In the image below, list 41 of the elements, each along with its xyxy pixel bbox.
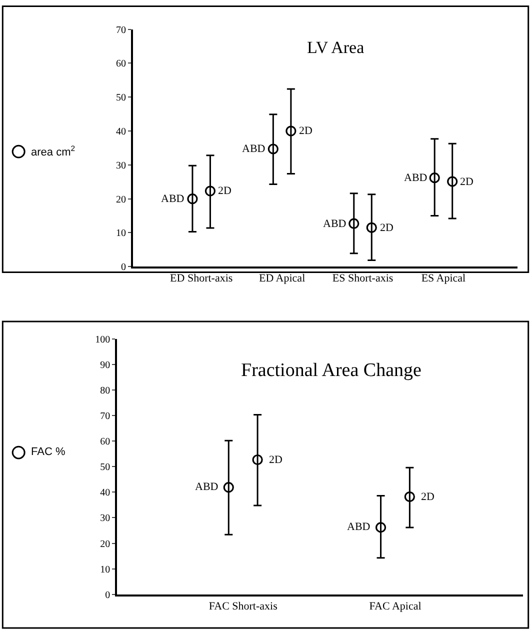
y-tick-label: 20 — [100, 538, 110, 550]
y-tick-label: 70 — [116, 24, 126, 36]
y-tick-label: 0 — [105, 590, 110, 601]
y-tick-label: 10 — [100, 564, 110, 576]
y-tick-label: 70 — [100, 411, 110, 422]
y-tick-label: 20 — [116, 194, 126, 206]
text: 2D — [299, 125, 312, 137]
text: ABD — [347, 521, 370, 533]
series-label: ABD — [404, 172, 428, 184]
y-tick-label: 60 — [100, 436, 110, 448]
x-tick-label: ED Short-axis — [170, 272, 233, 285]
y-tick-label: 50 — [116, 92, 126, 104]
y-tick-label: 90 — [100, 360, 110, 371]
y-axis-title: area cm$^{2}$ — [31, 144, 76, 159]
y-tick-label: 40 — [100, 488, 110, 499]
text: ABD — [242, 143, 266, 155]
series-label: ABD — [195, 481, 218, 493]
y-tick-label: 50 — [100, 462, 110, 474]
series-label: 2D — [460, 176, 474, 188]
x-tick-label: FAC Short-axis — [208, 600, 278, 612]
text: 2D — [380, 222, 394, 234]
x-tick-label: ES Short-axis — [332, 272, 394, 285]
text: LV Area — [307, 38, 365, 57]
text: 2D — [218, 185, 232, 197]
x-tick-label: FAC Apical — [369, 600, 422, 612]
text: ABD — [323, 218, 346, 230]
x-tick-label: ES Apical — [421, 272, 466, 285]
y-tick-label: 100 — [95, 334, 110, 346]
y-tick-label: 30 — [116, 160, 126, 172]
y-tick-label: 10 — [116, 228, 126, 240]
text: Fractional Area Change — [241, 360, 422, 381]
y-tick-label: 30 — [100, 513, 110, 524]
y-tick-label: 60 — [116, 58, 126, 70]
y-tick-label: 40 — [116, 126, 126, 138]
text: 2D — [269, 454, 282, 466]
y-axis-title: FAC % — [31, 446, 66, 458]
y-tick-label: 0 — [121, 262, 126, 274]
text: ABD — [161, 193, 184, 205]
x-tick-label: ED Apical — [258, 272, 306, 285]
y-tick-label: 80 — [100, 386, 110, 397]
series-label: 2D — [421, 491, 434, 503]
